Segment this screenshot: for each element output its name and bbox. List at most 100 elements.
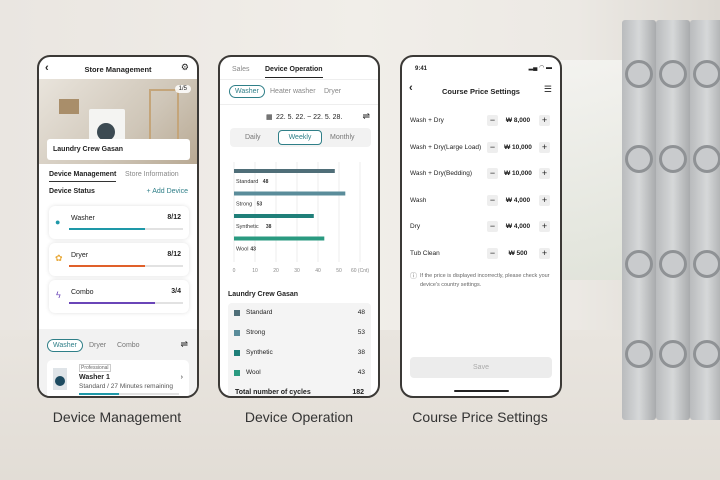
x-tick-label: 30 (294, 268, 300, 274)
device-name: Combo (71, 289, 94, 296)
course-row: Wash + Dry(Large Load) − ₩ 10,000 + (402, 141, 560, 156)
chip-washer[interactable]: Washer (229, 85, 265, 98)
dryer-icon: ✿ (55, 253, 63, 263)
device-name: Dryer (71, 252, 89, 259)
settings-icon[interactable]: ⚙ (180, 62, 189, 72)
cycle-row: Standard 48 (234, 309, 365, 319)
device-progress (69, 302, 155, 304)
info-icon: ⓘ (410, 273, 417, 280)
tab-device-operation[interactable]: Device Operation (265, 66, 323, 78)
tab-store-information[interactable]: Store Information (125, 171, 179, 178)
section-title: Device Status (49, 188, 95, 195)
store-name-card: Laundry Crew Gasan (47, 139, 190, 160)
filter-chip-combo[interactable]: Combo (117, 342, 140, 349)
background-washers-image (620, 20, 720, 420)
increase-button[interactable]: + (539, 141, 550, 153)
increase-button[interactable]: + (539, 194, 550, 206)
screen-title: Course Price Settings (442, 87, 520, 96)
course-row: Tub Clean − ₩ 500 + (402, 248, 560, 262)
caption-device-management: Device Management (52, 409, 182, 425)
cycle-course: Synthetic (246, 349, 273, 356)
course-price: ₩ 10,000 (504, 143, 532, 151)
device-count: 8/12 (167, 214, 181, 221)
decrease-button[interactable]: − (487, 194, 498, 206)
cycle-row: Synthetic 38 (234, 349, 365, 359)
x-tick-label: 20 (273, 268, 279, 274)
list-settings-icon[interactable]: ☰ (543, 84, 552, 94)
bar-value-label: 38 (266, 224, 272, 230)
increase-button[interactable]: + (539, 248, 550, 259)
filter-icon[interactable]: ⇌ (180, 339, 188, 349)
tab-sales[interactable]: Sales (232, 66, 250, 73)
water-drop-icon: ● (55, 217, 61, 227)
date-range[interactable]: 22. 5. 22. ~ 22. 5. 28. (276, 114, 343, 121)
cycle-count: 38 (357, 349, 365, 356)
decrease-button[interactable]: − (487, 115, 498, 126)
tab-device-management[interactable]: Device Management (49, 171, 117, 182)
item-name: Washer 1 (79, 374, 110, 381)
decrease-button[interactable]: − (487, 221, 498, 233)
x-tick-label: 50 (336, 268, 342, 274)
caption-course-price-settings: Course Price Settings (412, 409, 548, 425)
calendar-icon[interactable]: ▦ (266, 114, 273, 121)
add-device-link[interactable]: + Add Device (146, 188, 188, 195)
device-progress (69, 265, 146, 267)
decrease-button[interactable]: − (487, 168, 498, 180)
period-daily[interactable]: Daily (245, 134, 261, 141)
course-name: Wash + Dry(Large Load) (410, 143, 482, 151)
photo-pager[interactable]: 1/5 (174, 85, 191, 93)
washer-list-item[interactable]: Professional Washer 1 Standard / 27 Minu… (47, 360, 189, 396)
period-weekly[interactable]: Weekly (278, 130, 322, 145)
filter-chip-washer[interactable]: Washer (47, 339, 83, 352)
bar-value-label: 53 (257, 202, 263, 208)
decrease-button[interactable]: − (487, 248, 498, 259)
filter-icon[interactable]: ⇌ (362, 111, 370, 121)
course-price: ₩ 500 (508, 250, 528, 257)
decrease-button[interactable]: − (487, 141, 498, 153)
chip-dryer[interactable]: Dryer (324, 88, 342, 95)
cycle-course: Wool (246, 369, 261, 376)
increase-button[interactable]: + (539, 221, 550, 233)
increase-button[interactable]: + (539, 115, 550, 126)
chevron-right-icon: › (180, 374, 183, 381)
device-card-washer[interactable]: ● Washer 8/12 (49, 206, 189, 239)
device-count: 3/4 (171, 288, 181, 295)
course-price: ₩ 4,000 (505, 223, 531, 231)
back-icon[interactable]: ‹ (409, 82, 413, 94)
legend-swatch (234, 370, 240, 376)
device-count: 8/12 (167, 251, 181, 258)
period-monthly[interactable]: Monthly (330, 134, 355, 141)
badge: Professional (79, 364, 111, 372)
chip-heater-washer[interactable]: Heater washer (270, 88, 316, 95)
notice-text: If the price is displayed incorrectly, p… (420, 273, 550, 288)
bar-category-label: Synthetic (236, 224, 259, 230)
course-price: ₩ 10,000 (504, 170, 532, 178)
course-price: ₩ 8,000 (505, 117, 531, 124)
legend-swatch (234, 330, 240, 336)
device-card-dryer[interactable]: ✿ Dryer 8/12 (49, 243, 189, 276)
device-list-panel: Washer Dryer Combo ⇌ Professional Washer… (39, 329, 197, 396)
save-button[interactable]: Save (410, 357, 552, 378)
lightning-icon: ϟ (56, 290, 61, 300)
bar-synthetic (234, 214, 314, 218)
total-label: Total number of cycles (235, 389, 311, 396)
bar-category-label: Wool (236, 247, 248, 253)
cycle-row: Wool 43 (234, 369, 365, 379)
caption-device-operation: Device Operation (244, 409, 354, 425)
increase-button[interactable]: + (539, 168, 550, 180)
cycle-course: Strong (246, 329, 266, 336)
back-icon[interactable]: ‹ (45, 62, 49, 74)
cycle-count: 43 (357, 369, 365, 376)
filter-chip-dryer[interactable]: Dryer (89, 342, 107, 349)
x-tick-label: 10 (252, 268, 258, 274)
bar-chart: 0 10 20 30 40 50 60 (Cnt) Standard 48 Strong 53 Syn… (233, 162, 369, 274)
legend-swatch (234, 350, 240, 356)
device-operation-phone: Sales Device Operation Washer Heater was… (218, 55, 380, 398)
course-name: Wash (410, 196, 427, 204)
total-value: 182 (352, 389, 364, 396)
device-card-combo[interactable]: ϟ Combo 3/4 (49, 280, 189, 313)
course-row: Wash + Dry(Bedding) − ₩ 10,000 + (402, 168, 560, 182)
status-time: 9:41 (415, 66, 428, 72)
screen-title: Store Management (84, 65, 152, 74)
bar-value-label: 43 (250, 247, 256, 253)
